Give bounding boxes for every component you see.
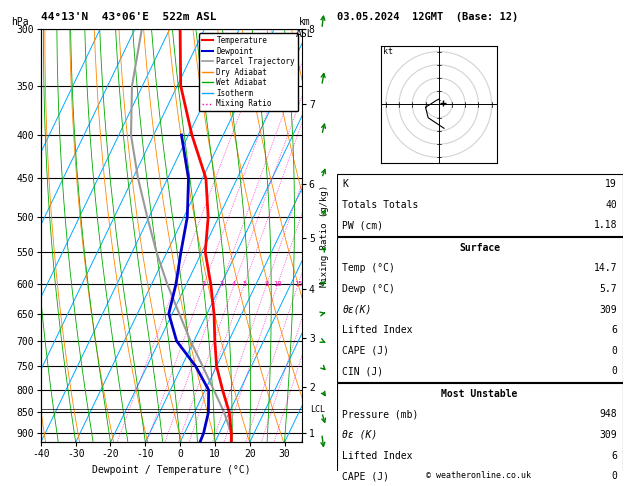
Dewpoint: [184, 214, 191, 220]
Text: CAPE (J): CAPE (J): [342, 471, 389, 481]
Text: 14.7: 14.7: [594, 263, 617, 273]
Text: 6: 6: [611, 451, 617, 461]
Bar: [337, 237, 623, 382]
Parcel Trajectory: [134, 175, 142, 181]
Text: 10: 10: [274, 281, 282, 287]
Text: K: K: [342, 179, 348, 189]
Text: kt: kt: [383, 47, 393, 56]
Parcel Trajectory: [228, 431, 235, 436]
Text: 948: 948: [599, 409, 617, 419]
Temperature: [188, 132, 196, 138]
Dewpoint: [178, 132, 186, 138]
Temperature: [210, 311, 218, 316]
Dewpoint: [196, 439, 204, 445]
Text: θε (K): θε (K): [342, 430, 377, 440]
Text: 0: 0: [611, 346, 617, 356]
Parcel Trajectory: [220, 409, 228, 415]
Text: Totals Totals: Totals Totals: [342, 200, 419, 210]
Temperature: [211, 338, 219, 344]
Temperature: [202, 175, 209, 181]
Text: Pressure (mb): Pressure (mb): [342, 409, 419, 419]
Text: Dewp (°C): Dewp (°C): [342, 284, 395, 294]
Text: Temp (°C): Temp (°C): [342, 263, 395, 273]
Dewpoint: [205, 387, 213, 393]
Legend: Temperature, Dewpoint, Parcel Trajectory, Dry Adiabat, Wet Adiabat, Isotherm, Mi: Temperature, Dewpoint, Parcel Trajectory…: [199, 33, 298, 111]
Dewpoint: [172, 281, 180, 287]
Text: 1.18: 1.18: [594, 220, 617, 230]
Text: 03.05.2024  12GMT  (Base: 12): 03.05.2024 12GMT (Base: 12): [337, 12, 518, 22]
Line: Dewpoint: Dewpoint: [169, 135, 209, 442]
Parcel Trajectory: [175, 311, 183, 316]
Temperature: [176, 26, 184, 32]
Text: © weatheronline.co.uk: © weatheronline.co.uk: [426, 470, 530, 480]
Bar: [337, 383, 623, 486]
Temperature: [228, 431, 235, 436]
Parcel Trajectory: [153, 249, 160, 255]
Text: Lifted Index: Lifted Index: [342, 325, 413, 335]
Dewpoint: [173, 338, 181, 344]
Text: 4: 4: [232, 281, 237, 287]
Dewpoint: [204, 409, 212, 415]
Text: 5.7: 5.7: [599, 284, 617, 294]
Text: Surface: Surface: [459, 243, 500, 253]
Bar: [337, 174, 623, 236]
Text: 0: 0: [611, 471, 617, 481]
Parcel Trajectory: [138, 26, 145, 32]
Dewpoint: [165, 311, 172, 316]
Temperature: [207, 281, 214, 287]
Parcel Trajectory: [164, 281, 171, 287]
Temperature: [228, 439, 235, 445]
Temperature: [213, 364, 220, 369]
Text: 1: 1: [174, 281, 178, 287]
Text: CAPE (J): CAPE (J): [342, 346, 389, 356]
Text: 8: 8: [265, 281, 269, 287]
Temperature: [204, 214, 212, 220]
Text: 2: 2: [202, 281, 206, 287]
Text: 15: 15: [294, 281, 303, 287]
Text: 40: 40: [605, 200, 617, 210]
Text: LCL: LCL: [309, 405, 325, 414]
Text: 6: 6: [611, 325, 617, 335]
Text: 3: 3: [220, 281, 223, 287]
Y-axis label: Mixing Ratio (g/kg): Mixing Ratio (g/kg): [320, 185, 330, 287]
Text: Most Unstable: Most Unstable: [442, 389, 518, 399]
Text: CIN (J): CIN (J): [342, 366, 383, 377]
Parcel Trajectory: [128, 83, 136, 89]
Dewpoint: [177, 249, 185, 255]
Text: km: km: [299, 17, 311, 27]
Dewpoint: [200, 431, 208, 436]
Text: 44°13'N  43°06'E  522m ASL: 44°13'N 43°06'E 522m ASL: [41, 12, 216, 22]
X-axis label: Dewpoint / Temperature (°C): Dewpoint / Temperature (°C): [92, 465, 251, 475]
Text: hPa: hPa: [11, 17, 28, 27]
Text: θε(K): θε(K): [342, 305, 372, 314]
Line: Temperature: Temperature: [180, 29, 231, 442]
Parcel Trajectory: [210, 387, 218, 393]
Parcel Trajectory: [127, 132, 135, 138]
Parcel Trajectory: [187, 338, 194, 344]
Dewpoint: [185, 175, 192, 181]
Text: 309: 309: [599, 305, 617, 314]
Parcel Trajectory: [143, 214, 151, 220]
Text: Lifted Index: Lifted Index: [342, 451, 413, 461]
Dewpoint: [192, 364, 199, 369]
Text: 19: 19: [605, 179, 617, 189]
Text: 5: 5: [242, 281, 247, 287]
Temperature: [201, 249, 209, 255]
Text: PW (cm): PW (cm): [342, 220, 383, 230]
Parcel Trajectory: [199, 364, 206, 369]
Text: 0: 0: [611, 366, 617, 377]
Parcel Trajectory: [228, 439, 235, 445]
Temperature: [177, 83, 184, 89]
Temperature: [226, 409, 233, 415]
Text: 309: 309: [599, 430, 617, 440]
Temperature: [219, 387, 226, 393]
Line: Parcel Trajectory: Parcel Trajectory: [131, 29, 231, 442]
Text: ASL: ASL: [296, 29, 314, 39]
